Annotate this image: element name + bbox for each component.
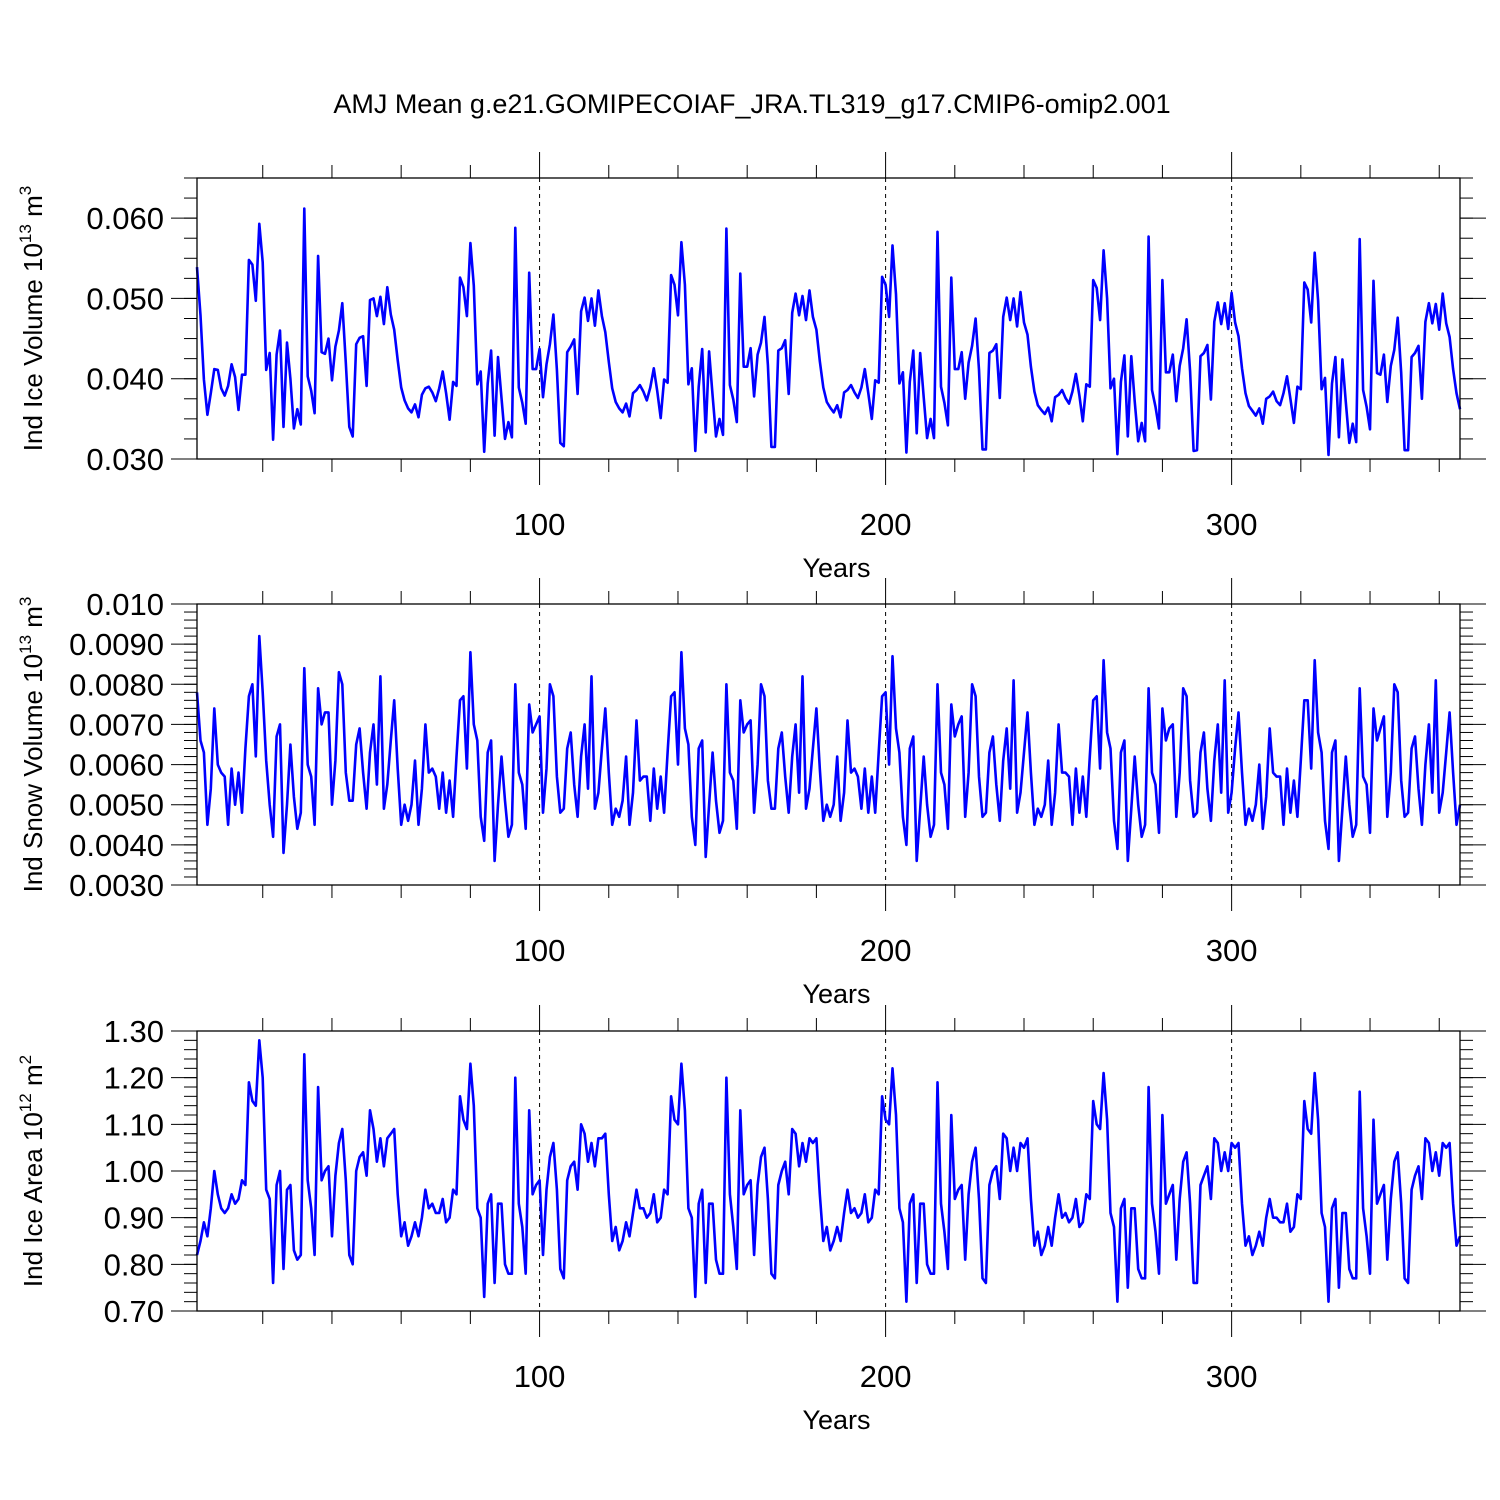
y-label-unit-exponent: 3 [16,597,35,606]
series-line [195,634,1462,863]
panels: 0.030 0.040 0.050 0.060 100 200 300 Years Ind Ic… [16,152,1486,1435]
y-tick-label: 0.0050 [69,788,164,823]
panel-middle: 0.0030 0.0040 0.0050 0.0060 0.0070 0.0080 0.00… [16,578,1486,1009]
y-tick-label: 0.010 [86,587,164,622]
x-tick-label: 100 [514,933,566,968]
y-label-unit-exponent: 3 [16,186,35,195]
y-tick-label: 0.80 [104,1247,164,1282]
y-tick-label: 0.0030 [69,868,164,903]
x-tick-label: 200 [860,933,912,968]
y-tick-label: 0.040 [86,362,164,397]
y-label-unit: m [18,606,48,635]
y-label-text: Ind Ice Area 10 [18,1112,48,1287]
y-tick-label: 0.0090 [69,627,164,662]
x-axis-label: Years [802,553,870,583]
y-label-exponent: 13 [16,224,35,243]
y-axis-label: Ind Ice Volume 1013 m3 [16,186,48,451]
x-axis-label: Years [802,1405,870,1435]
series-line [195,207,1462,457]
panel-top: 0.030 0.040 0.050 0.060 100 200 300 Years Ind Ic… [16,152,1486,583]
y-tick-label: 0.050 [86,281,164,316]
y-tick-label: 0.90 [104,1201,164,1236]
y-tick-label: 1.20 [104,1061,164,1096]
y-axis-label: Ind Ice Area 1012 m2 [16,1055,48,1287]
plot-frame [196,177,1461,460]
y-tick-label: 0.0070 [69,707,164,742]
y-tick-label: 0.70 [104,1294,164,1329]
x-tick-label: 100 [514,507,566,542]
x-tick-label: 300 [1206,933,1258,968]
x-tick-label: 200 [860,1359,912,1394]
series-line [195,1039,1462,1303]
y-tick-label: 1.00 [104,1154,164,1189]
y-tick-label: 0.060 [86,201,164,236]
y-label-text: Ind Snow Volume 10 [18,654,48,893]
plot-frame [196,1030,1461,1312]
panel-bottom: 0.70 0.80 0.90 1.00 1.10 1.20 1.30 100 200 300 Yea… [16,1005,1486,1435]
y-tick-label: 0.030 [86,442,164,477]
y-label-unit: m [18,195,48,224]
x-tick-label: 300 [1206,1359,1258,1394]
x-axis-label: Years [802,979,870,1009]
x-tick-label: 300 [1206,507,1258,542]
y-label-exponent: 12 [16,1093,35,1112]
y-label-exponent: 13 [16,635,35,654]
chart-title: AMJ Mean g.e21.GOMIPECOIAF_JRA.TL319_g17… [333,89,1170,119]
y-label-unit: m [18,1064,48,1093]
x-tick-label: 100 [514,1359,566,1394]
y-label-text: Ind Ice Volume 10 [18,243,48,451]
y-axis-label: Ind Snow Volume 1013 m3 [16,597,48,893]
y-tick-label: 0.0080 [69,667,164,702]
plot-frame [196,603,1461,886]
y-tick-label: 1.30 [104,1014,164,1049]
y-tick-label: 1.10 [104,1107,164,1142]
y-label-unit-exponent: 2 [16,1055,35,1064]
y-tick-label: 0.0040 [69,828,164,863]
y-tick-label: 0.0060 [69,748,164,783]
x-tick-label: 200 [860,507,912,542]
